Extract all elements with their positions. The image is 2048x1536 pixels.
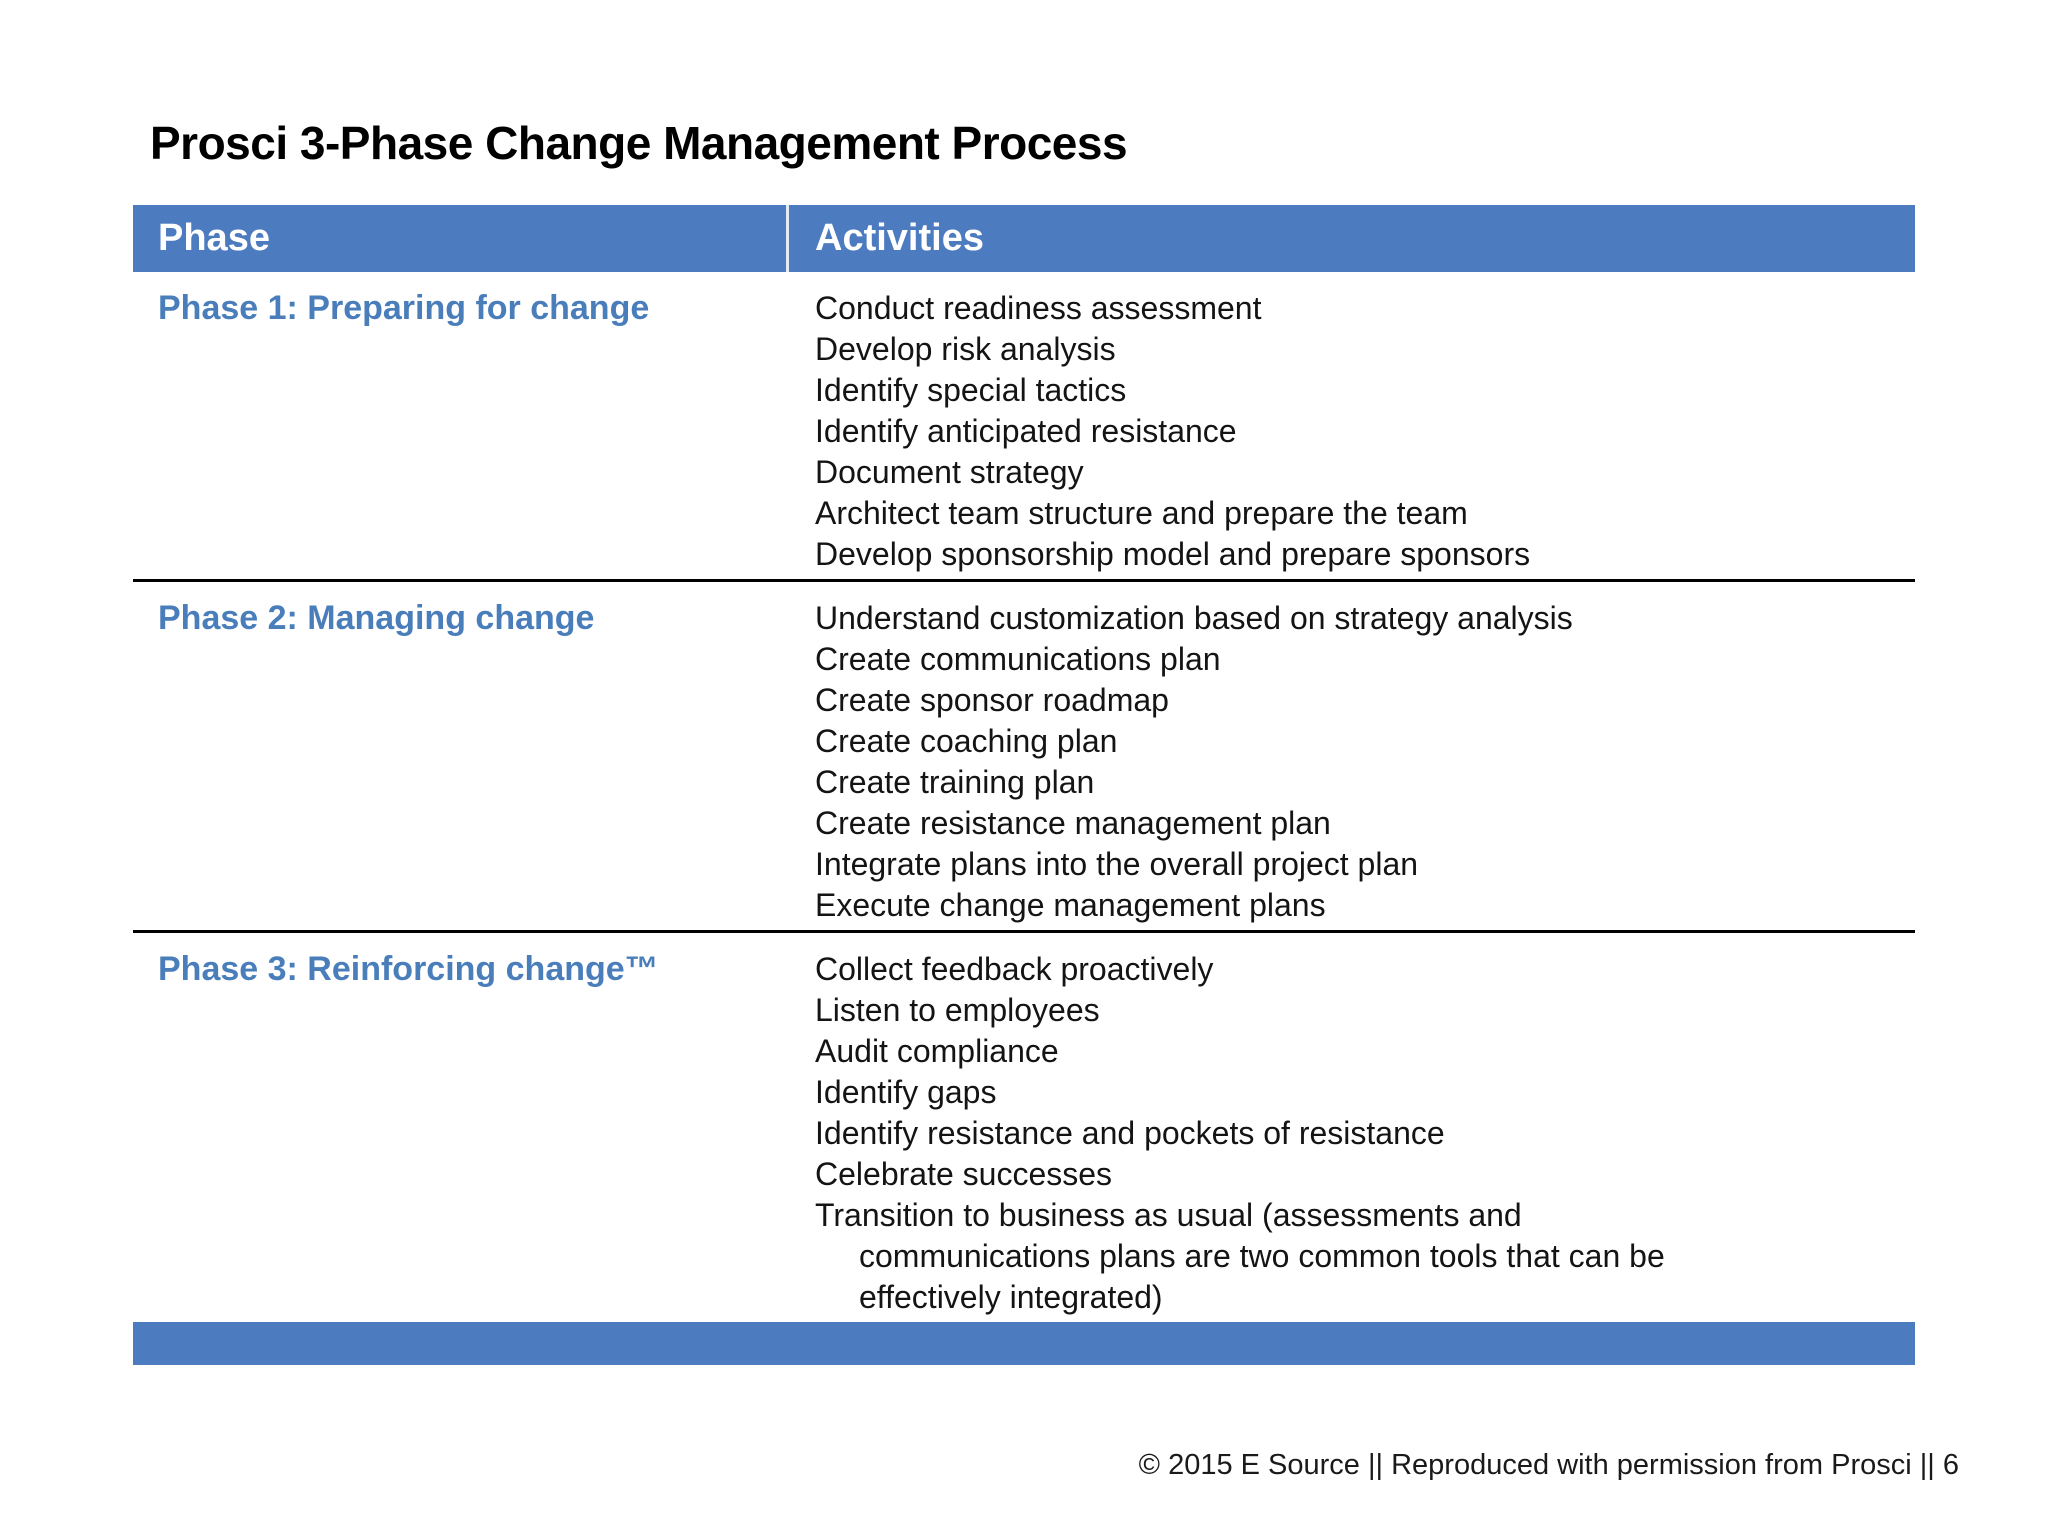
activity-line: Develop sponsorship model and prepare sp…	[815, 536, 1531, 572]
activity-line: Identify resistance and pockets of resis…	[815, 1115, 1445, 1151]
phase-label: Phase 2: Managing change	[158, 599, 595, 637]
activity-line: Document strategy	[815, 454, 1084, 490]
activity-line: Create communications plan	[815, 641, 1221, 677]
activity-line: Create sponsor roadmap	[815, 682, 1169, 718]
activities-cell: Understand customization based on strate…	[789, 582, 1915, 930]
activities-cell: Collect feedback proactively Listen to em…	[789, 933, 1915, 1322]
activity-line: Create training plan	[815, 764, 1095, 800]
activity-line: Execute change management plans	[815, 887, 1326, 923]
table-rows: Phase 1: Preparing for change Conduct rea…	[133, 272, 1915, 1322]
activity-line: Conduct readiness assessment	[815, 290, 1262, 326]
activity-line: Create resistance management plan	[815, 805, 1331, 841]
copyright-footer: © 2015 E Source || Reproduced with permi…	[1138, 1449, 1959, 1481]
activity-line: Develop risk analysis	[815, 331, 1116, 367]
phase-label: Phase 1: Preparing for change	[158, 289, 650, 327]
activity-line: Listen to employees	[815, 992, 1100, 1028]
activity-line: Identify anticipated resistance	[815, 413, 1237, 449]
activity-line: Understand customization based on strate…	[815, 600, 1573, 636]
phase-cell: Phase 1: Preparing for change	[133, 272, 789, 579]
phase-cell: Phase 3: Reinforcing change™	[133, 933, 789, 1322]
column-header-phase: Phase	[133, 205, 789, 272]
activity-line: Transition to business as usual (assessm…	[815, 1197, 1522, 1233]
activity-line: communications plans are two common tool…	[859, 1238, 1665, 1274]
activity-line: Collect feedback proactively	[815, 951, 1214, 987]
activity-line: Integrate plans into the overall project…	[815, 846, 1419, 882]
phase-cell: Phase 2: Managing change	[133, 582, 789, 930]
activity-line: Identify gaps	[815, 1074, 997, 1110]
activity-line: Audit compliance	[815, 1033, 1059, 1069]
table-row: Phase 1: Preparing for change Conduct rea…	[133, 272, 1915, 579]
activity-line: Create coaching plan	[815, 723, 1118, 759]
table-header-row: Phase Activities	[133, 205, 1915, 272]
column-header-activities: Activities	[815, 217, 984, 259]
activities-cell: Conduct readiness assessment Develop risk…	[789, 272, 1915, 579]
table-row: Phase 3: Reinforcing change™ Collect feed…	[133, 930, 1915, 1322]
activity-line: Architect team structure and prepare the…	[815, 495, 1468, 531]
activity-line: Celebrate successes	[815, 1156, 1113, 1192]
phase-label: Phase 3: Reinforcing change™	[158, 950, 659, 988]
process-table: Phase Activities Phase 1: Preparing for …	[133, 205, 1915, 1365]
page-title: Prosci 3-Phase Change Management Process	[150, 117, 1128, 169]
table-row: Phase 2: Managing change Understand custo…	[133, 579, 1915, 930]
table-bottom-bar	[133, 1322, 1915, 1365]
activity-line: Identify special tactics	[815, 372, 1127, 408]
activity-line: effectively integrated)	[859, 1279, 1163, 1315]
